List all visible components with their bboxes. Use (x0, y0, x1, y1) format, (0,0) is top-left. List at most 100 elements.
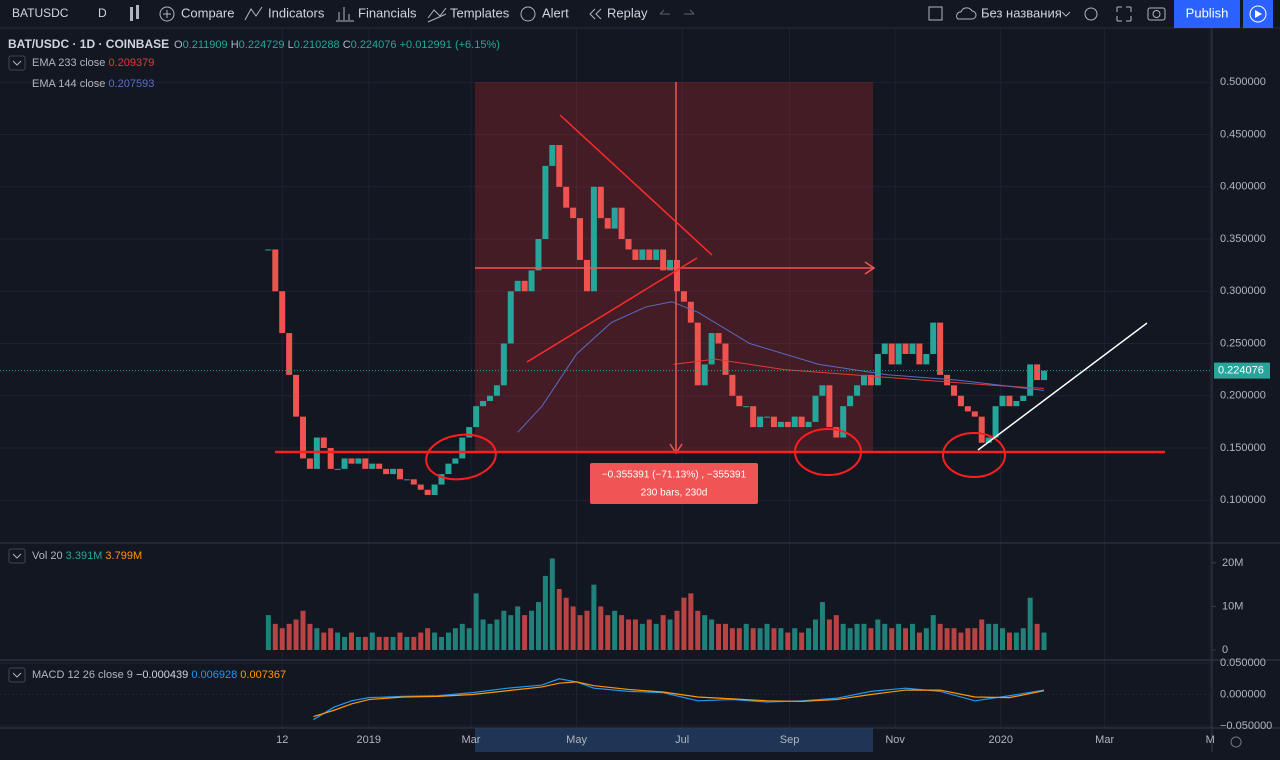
volume-bar (813, 619, 819, 650)
indicators-button[interactable]: Indicators (268, 5, 325, 20)
volume-bar (542, 575, 548, 650)
candle (860, 374, 867, 386)
volume-bar (369, 632, 375, 650)
volume-bar (529, 610, 535, 650)
highlight-circle (425, 433, 497, 481)
y-tick-label: 0.250000 (1220, 337, 1266, 349)
candle (888, 343, 895, 365)
chart-style-icon (136, 5, 139, 19)
candle (937, 322, 944, 375)
x-tick-label: Mar (1095, 734, 1114, 746)
settings-button[interactable] (1084, 7, 1098, 21)
volume-bar (535, 602, 541, 650)
volume-bar (508, 615, 514, 650)
volume-bar (632, 619, 638, 650)
candle (1013, 400, 1020, 407)
collapse-button[interactable] (8, 548, 26, 564)
replay-button[interactable]: Replay (607, 5, 648, 20)
candle (847, 395, 854, 407)
volume-bar (868, 628, 874, 650)
volume-bar (328, 628, 334, 650)
fullscreen-button[interactable] (1116, 6, 1132, 22)
ohlc-key: O (174, 39, 183, 51)
replay-icon (589, 8, 602, 20)
volume-bar (847, 628, 853, 650)
candle (618, 207, 625, 240)
layout-menu[interactable] (1061, 11, 1071, 17)
candle (757, 416, 764, 428)
trend-line (526, 257, 698, 363)
select-icon[interactable] (928, 6, 943, 21)
play-icon (1255, 10, 1262, 18)
volume-bar (459, 623, 465, 650)
candle (874, 353, 881, 386)
snapshot-button[interactable] (1147, 7, 1166, 21)
candle (729, 374, 736, 396)
candle (410, 479, 417, 485)
compare-button[interactable]: Compare (181, 5, 234, 20)
candle (293, 374, 300, 417)
volume-bar (376, 636, 382, 650)
candle (992, 406, 999, 438)
layout-name[interactable]: Без названия (981, 5, 1062, 20)
volume-bar (778, 628, 784, 650)
volume-bar (681, 597, 687, 650)
volume-bar (965, 628, 971, 650)
volume-bar (702, 615, 708, 650)
interval-button[interactable]: D (98, 6, 107, 20)
candle (854, 385, 861, 396)
candle (743, 406, 750, 408)
candle (833, 427, 840, 438)
candle (376, 463, 383, 469)
volume-bar (757, 628, 763, 650)
volume-bar (1034, 623, 1040, 650)
y-tick-label: 0.450000 (1220, 128, 1266, 140)
volume-bar (743, 623, 749, 650)
chart-style-icon[interactable] (130, 7, 133, 21)
x-tick-label: Sep (780, 734, 800, 746)
financials-button[interactable]: Financials (358, 5, 417, 20)
candle (881, 343, 888, 354)
volume-bar (314, 628, 320, 650)
templates-button[interactable]: Templates (450, 5, 510, 20)
redo-button[interactable] (684, 9, 695, 15)
candle (1006, 395, 1013, 407)
candle (798, 416, 805, 428)
volume-bar (1041, 632, 1047, 650)
undo-button[interactable] (659, 9, 670, 15)
alert-icon (520, 6, 536, 22)
volume-bar (1006, 632, 1012, 650)
ohlc-key: H (231, 39, 239, 51)
alert-button[interactable]: Alert (542, 5, 569, 20)
measure-text: −0.355391 (−71.13%) , −355391 (602, 470, 747, 481)
candle (445, 463, 452, 475)
collapse-button[interactable] (8, 55, 26, 71)
arrowhead (864, 261, 876, 275)
volume-bar (570, 606, 576, 650)
candle (867, 374, 874, 386)
settings-icon[interactable] (1230, 736, 1242, 748)
symbol-search[interactable]: BATUSDC (12, 6, 69, 20)
volume-bar (688, 593, 694, 650)
x-tick-label: Mar (461, 734, 480, 746)
toolbar: BATUSDC D Compare Indicators Financials … (0, 0, 1280, 29)
macd-legend: MACD 12 26 close 9 −0.000439 0.006928 0.… (32, 669, 286, 681)
vol-ma-value: 3.799M (105, 550, 142, 562)
candle (646, 249, 653, 260)
volume-bar (445, 632, 451, 650)
ohlc-value: 0.211909 (183, 39, 228, 51)
x-tick-label: 2020 (989, 734, 1013, 746)
highlight-circle (942, 432, 1006, 478)
templates-icon (427, 7, 447, 23)
collapse-button[interactable] (8, 667, 26, 683)
candle (597, 186, 604, 219)
volume-bar (432, 632, 438, 650)
candle (570, 207, 577, 219)
ema-legend: EMA 144 close 0.207593 (32, 78, 154, 90)
publish-button[interactable] (1174, 0, 1240, 28)
candle (812, 395, 819, 422)
volume-bar (279, 628, 285, 650)
candle (396, 468, 403, 480)
candle (625, 239, 632, 250)
candle (764, 416, 771, 418)
